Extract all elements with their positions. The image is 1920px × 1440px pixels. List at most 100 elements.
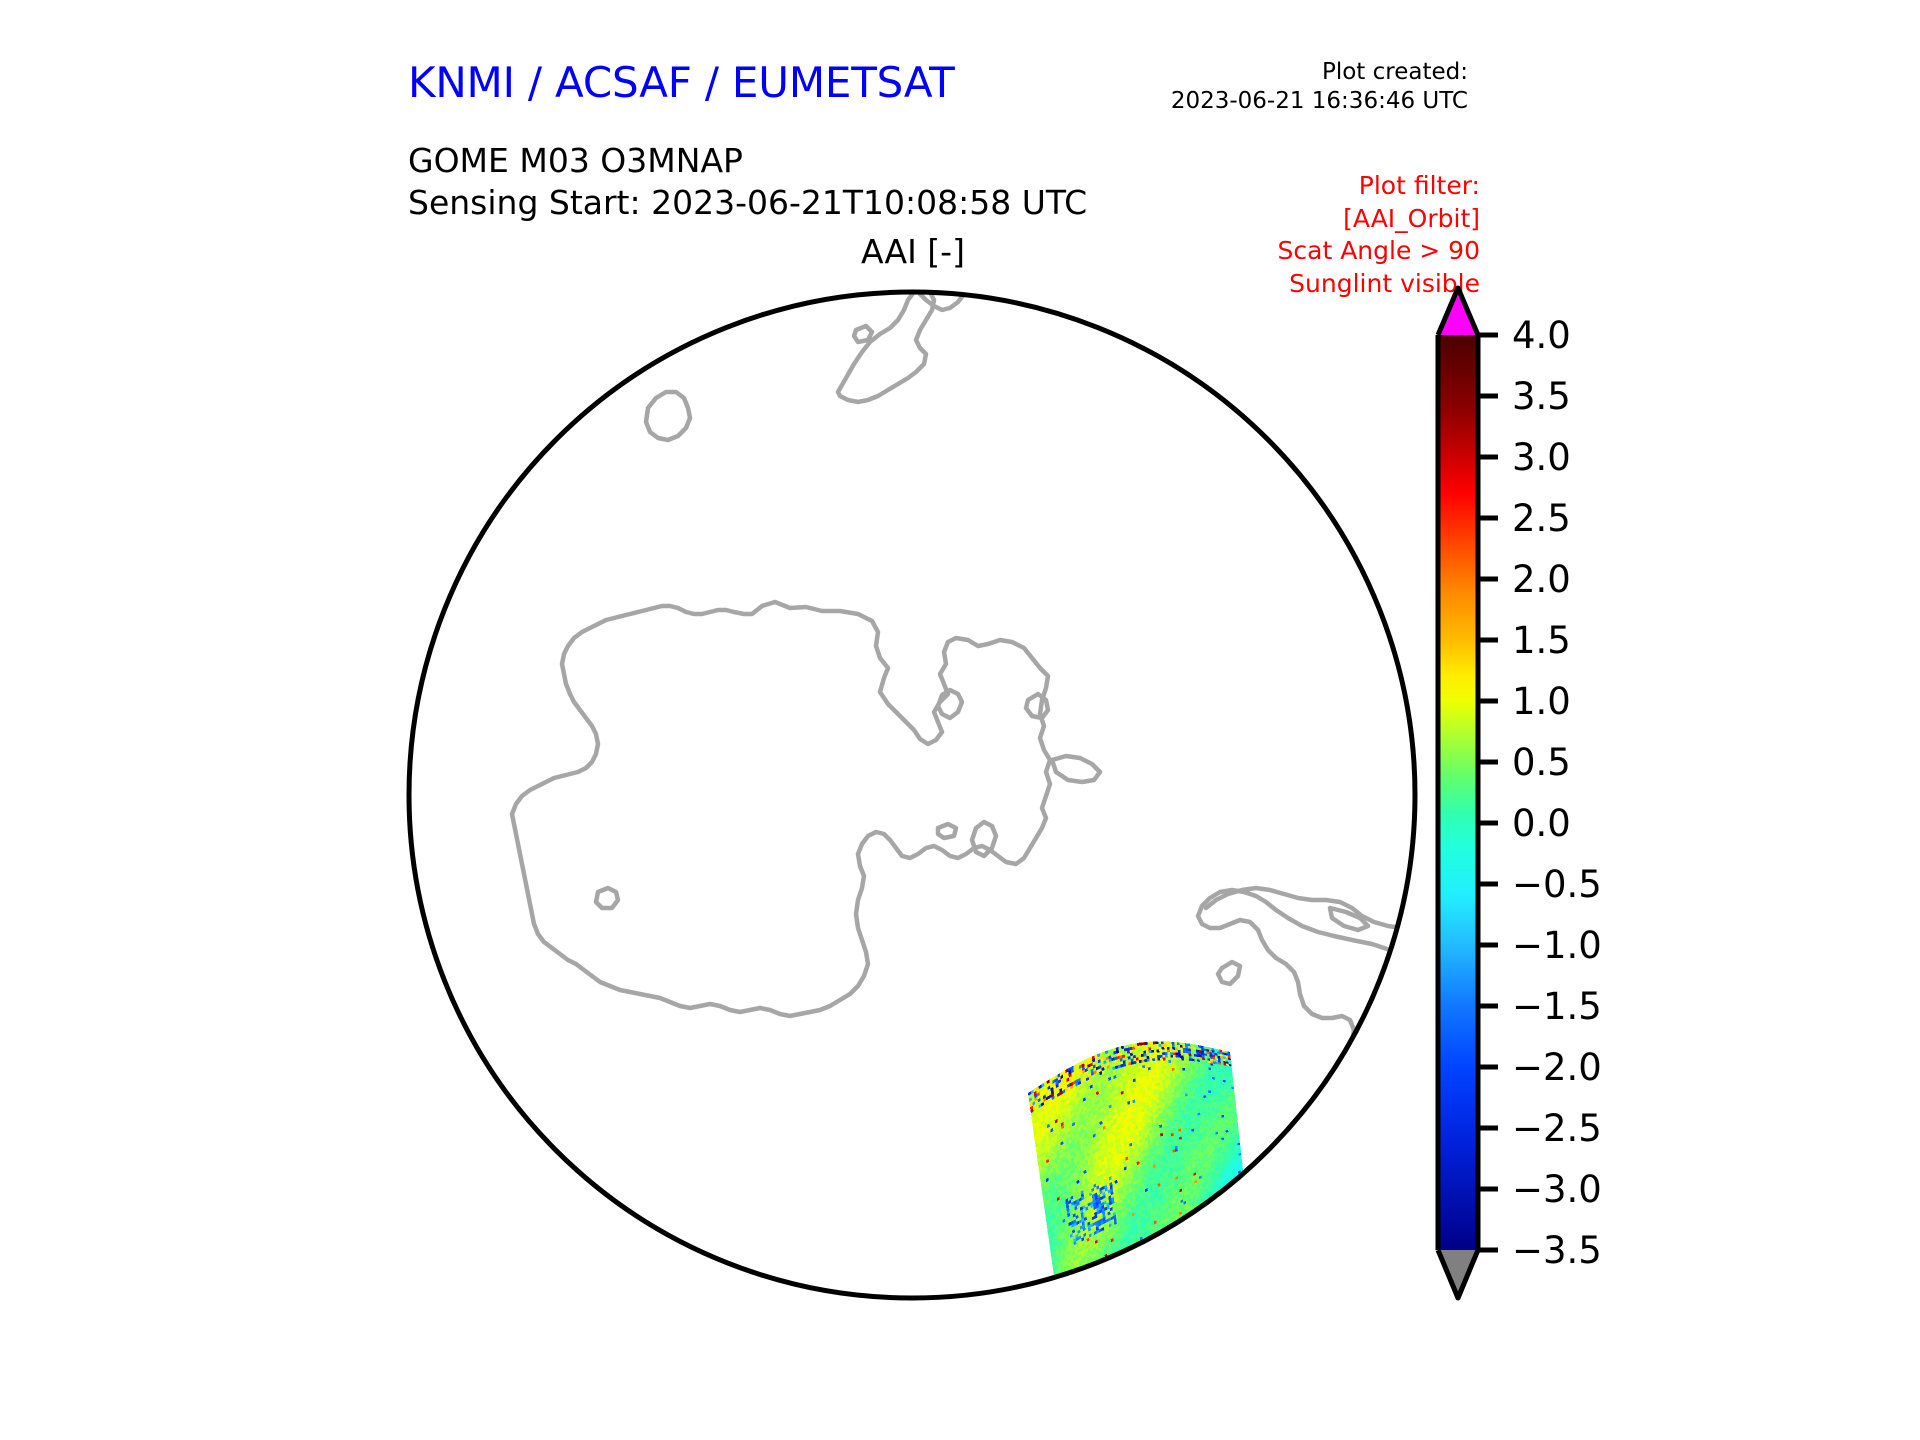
swath-pixel <box>1125 1159 1129 1164</box>
swath-pixel <box>1217 1055 1221 1059</box>
swath-pixel <box>1182 1168 1186 1172</box>
swath-pixel <box>1055 1247 1059 1252</box>
swath-pixel <box>1118 1070 1122 1075</box>
swath-pixel <box>1103 1084 1107 1089</box>
swath-pixel <box>1132 1218 1136 1223</box>
swath-pixel <box>1158 1188 1162 1193</box>
swath-pixel <box>1071 1179 1074 1184</box>
swath-pixel <box>1040 1177 1044 1183</box>
swath-pixel <box>1149 1083 1153 1088</box>
swath-pixel <box>1216 1066 1219 1069</box>
swath-pixel <box>1107 1167 1111 1172</box>
swath-pixel <box>1169 1198 1173 1203</box>
swath-pixel <box>1154 1181 1158 1185</box>
swath-pixel <box>1215 1061 1219 1065</box>
swath-pixel <box>1051 1133 1055 1139</box>
swath-pixel <box>1223 1112 1227 1115</box>
swath-pixel <box>1131 1160 1134 1165</box>
swath-pixel <box>1114 1182 1118 1187</box>
swath-pixel <box>1231 1161 1235 1165</box>
swath-pixel <box>1229 1162 1232 1166</box>
swath-pixel <box>1056 1149 1059 1155</box>
swath-pixel <box>1138 1151 1142 1156</box>
swath-pixel <box>1059 1236 1063 1241</box>
swath-pixel <box>1219 1142 1222 1146</box>
swath-pixel <box>1059 1257 1063 1262</box>
swath-pixel <box>1213 1163 1217 1167</box>
swath-pixel <box>1061 1130 1065 1136</box>
swath-pixel <box>1122 1176 1126 1181</box>
swath-pixel <box>1138 1175 1142 1180</box>
swath-pixel <box>1139 1236 1143 1241</box>
swath-pixel <box>1180 1052 1184 1056</box>
swath-pixel <box>1107 1211 1111 1216</box>
swath-pixel <box>1225 1177 1229 1181</box>
swath-pixel <box>1187 1090 1191 1094</box>
swath-pixel <box>1159 1124 1163 1128</box>
swath-pixel <box>1231 1139 1235 1143</box>
swath-pixel <box>1062 1177 1066 1183</box>
swath-pixel <box>1136 1134 1140 1138</box>
swath-pixel <box>1094 1054 1098 1059</box>
swath-pixel <box>1121 1121 1125 1126</box>
plot-filter-line-2: Scat Angle > 90 <box>1277 236 1480 265</box>
swath-pixel <box>1172 1102 1176 1106</box>
swath-pixel <box>1113 1236 1117 1242</box>
swath-pixel <box>1138 1080 1142 1084</box>
swath-pixel <box>1116 1052 1120 1057</box>
swath-pixel <box>1211 1097 1215 1100</box>
swath-pixel <box>1132 1046 1135 1050</box>
swath-pixel <box>1051 1095 1055 1101</box>
swath-pixel <box>1184 1208 1187 1213</box>
swath-pixel <box>1049 1244 1053 1249</box>
swath-pixel <box>1092 1111 1096 1116</box>
swath-pixel <box>1219 1149 1223 1153</box>
swath-pixel <box>1080 1143 1084 1148</box>
swath-pixel <box>1090 1184 1094 1190</box>
swath-pixel <box>1212 1054 1215 1058</box>
swath-pixel <box>1093 1073 1097 1078</box>
swath-pixel <box>1203 1092 1207 1096</box>
swath-pixel <box>1171 1094 1175 1098</box>
swath-pixel <box>1135 1171 1138 1175</box>
swath-pixel <box>1108 1198 1112 1203</box>
swath-pixel <box>1155 1085 1158 1089</box>
swath-pixel <box>1183 1125 1186 1129</box>
swath-pixel <box>1147 1184 1150 1189</box>
swath-pixel <box>1144 1233 1148 1238</box>
swath-pixel <box>1195 1098 1199 1101</box>
swath-pixel <box>1028 1097 1032 1102</box>
swath-pixel <box>1202 1083 1206 1086</box>
swath-pixel <box>1069 1082 1073 1087</box>
swath-pixel <box>1213 1139 1217 1142</box>
swath-pixel <box>1115 1068 1119 1073</box>
swath-pixel <box>1148 1198 1152 1203</box>
swath-pixel <box>1211 1099 1215 1103</box>
swath-pixel <box>1151 1152 1155 1157</box>
swath-pixel <box>1096 1229 1100 1234</box>
swath-pixel <box>1074 1225 1078 1230</box>
swath-pixel <box>1088 1075 1092 1080</box>
swath-pixel <box>1180 1196 1183 1201</box>
swath-pixel <box>1084 1175 1088 1180</box>
swath-pixel <box>1201 1055 1205 1058</box>
swath-pixel <box>1104 1231 1108 1236</box>
swath-pixel <box>1043 1097 1047 1102</box>
swath-pixel <box>1188 1098 1191 1102</box>
swath-pixel <box>1221 1162 1225 1166</box>
swath-pixel <box>1161 1167 1164 1171</box>
swath-pixel <box>1218 1062 1221 1065</box>
swath-pixel <box>1079 1070 1083 1075</box>
swath-pixel <box>1079 1140 1083 1145</box>
swath-pixel <box>1087 1136 1091 1141</box>
swath-pixel <box>1102 1166 1106 1171</box>
swath-pixel <box>1082 1116 1086 1121</box>
swath-pixel <box>1202 1154 1205 1158</box>
swath-pixel <box>1073 1262 1077 1268</box>
swath-pixel <box>1028 1094 1032 1099</box>
swath-pixel <box>1061 1147 1065 1152</box>
swath-pixel <box>1080 1190 1084 1195</box>
swath-pixel <box>1131 1067 1135 1071</box>
swath-pixel <box>1046 1142 1050 1148</box>
swath-pixel <box>1138 1227 1142 1232</box>
